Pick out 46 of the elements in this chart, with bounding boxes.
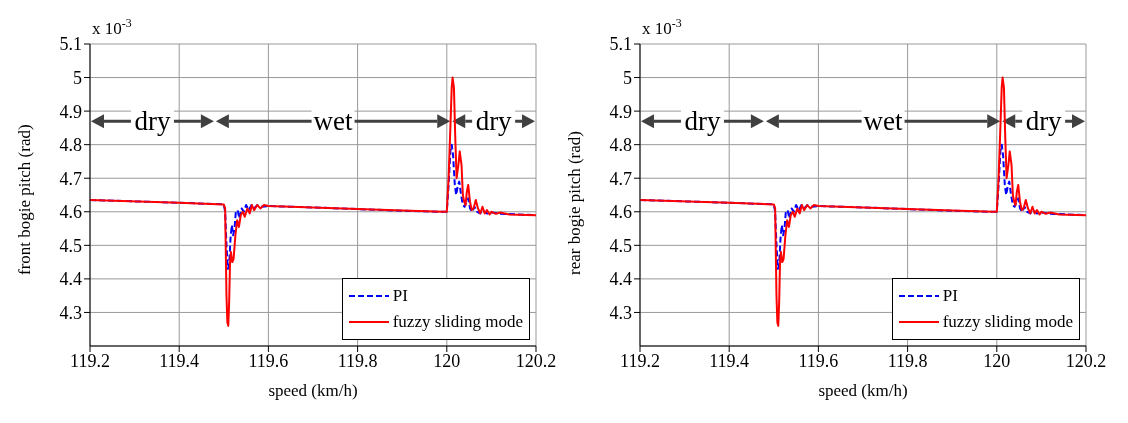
x-tick-label: 120 (433, 350, 461, 371)
y-tick-label: 4.3 (609, 302, 632, 323)
y-tick-label: 4.3 (59, 302, 82, 323)
y-tick-label: 4.9 (609, 101, 632, 122)
y-tick-label: 4.8 (609, 135, 632, 156)
x-tick-label: 119.8 (337, 350, 378, 371)
legend-label: PI (942, 285, 958, 307)
y-tick-label: 4.4 (59, 269, 82, 290)
y-tick-label: 4.8 (59, 135, 82, 156)
x-tick-label: 119.8 (887, 350, 928, 371)
annotation: wet (313, 106, 354, 137)
x-tick-label: 120 (983, 350, 1011, 371)
y-tick-label: 4.9 (59, 101, 82, 122)
y-tick-label: 5 (623, 67, 632, 88)
y-tick-label: 4.7 (59, 168, 82, 189)
annotation: dry (134, 106, 171, 137)
annotation: dry (475, 106, 513, 137)
x-tick-label: 119.4 (709, 350, 750, 371)
x-axis-title: speed (km/h) (818, 381, 908, 400)
x-tick-label: 120.2 (515, 350, 557, 371)
annotation: wet (863, 106, 904, 137)
x-tick-label: 119.6 (248, 350, 289, 371)
x-tick-label: 119.2 (620, 350, 660, 371)
x-tick-label: 119.6 (798, 350, 839, 371)
legend-label: fuzzy sliding mode (942, 311, 1073, 333)
y-tick-label: 4.6 (59, 202, 82, 223)
y-tick-label: 4.5 (609, 235, 632, 256)
legend-label: fuzzy sliding mode (392, 311, 523, 333)
y-tick-label: 4.6 (609, 202, 632, 223)
y-tick-label: 5 (73, 67, 82, 88)
x-tick-label: 119.2 (70, 350, 110, 371)
annotation: dry (684, 106, 721, 137)
text: x 10$^{-3}$ (92, 16, 132, 38)
y-axis-title: rear bogie pitch (rad) (565, 131, 585, 275)
y-tick-label: 4.4 (609, 269, 632, 290)
y-tick-label: 4.5 (59, 235, 82, 256)
y-tick-label: 5.1 (59, 34, 82, 55)
y-tick-label: 5.1 (609, 34, 632, 55)
x-tick-label: 120.2 (1065, 350, 1107, 371)
legend-label: PI (392, 285, 408, 307)
text: x 10$^{-3}$ (642, 16, 682, 38)
annotation: dry (1025, 106, 1063, 137)
y-tick-label: 4.7 (609, 168, 632, 189)
x-axis-title: speed (km/h) (268, 381, 358, 400)
x-tick-label: 119.4 (159, 350, 200, 371)
y-axis-title: front bogie pitch (rad) (15, 124, 35, 275)
